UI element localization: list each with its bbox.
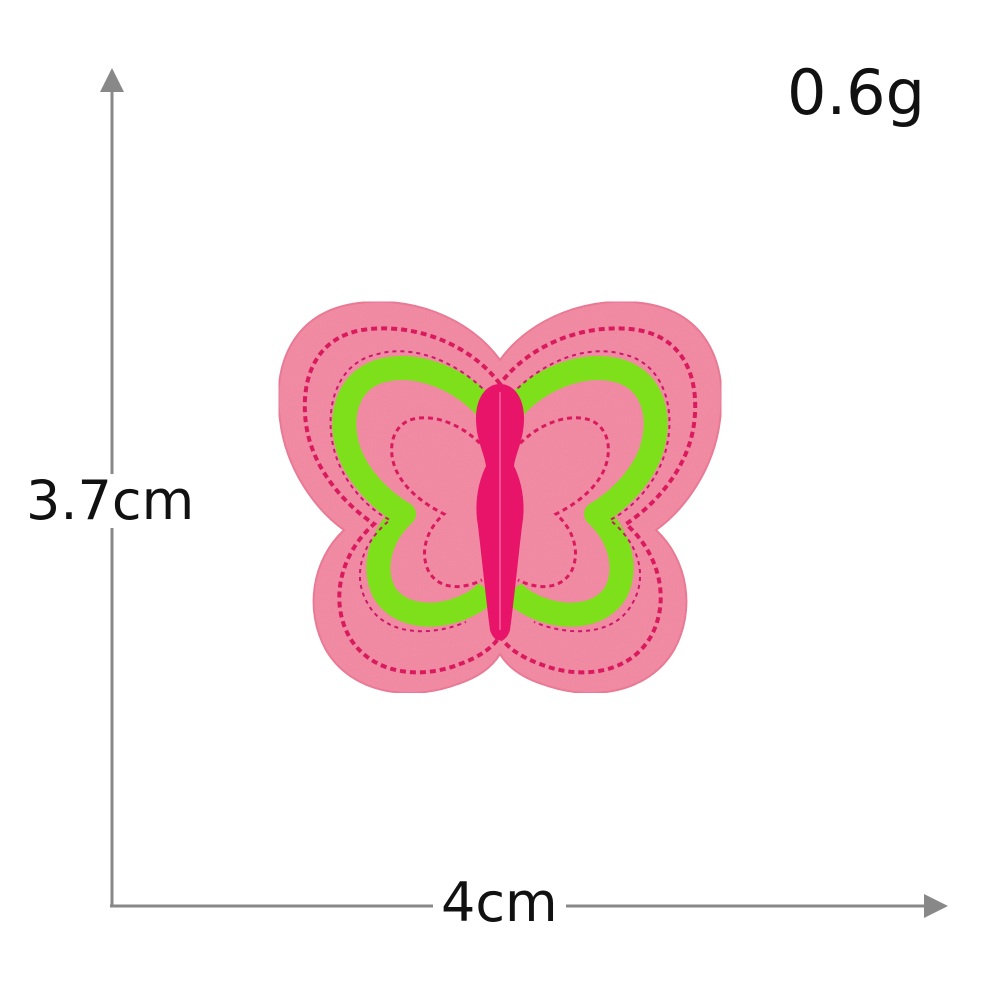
width-label: 4cm (433, 876, 566, 930)
height-axis-arrow-icon (100, 68, 124, 92)
height-label: 3.7cm (26, 469, 195, 532)
green-wing-outline (332, 356, 668, 627)
weight-label: 0.6g (787, 56, 925, 129)
inner-stitch-line (390, 416, 610, 589)
width-axis-arrow-icon (924, 894, 948, 918)
green-wing-stitch (329, 350, 671, 633)
